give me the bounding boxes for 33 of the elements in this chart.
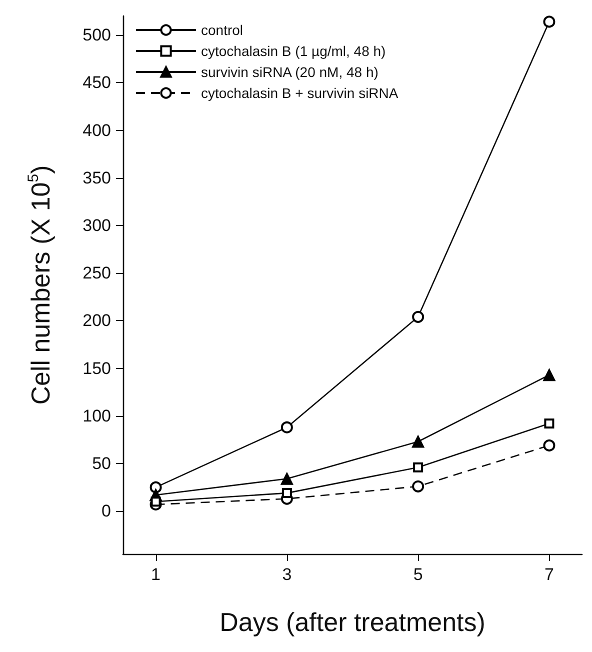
legend-label: survivin siRNA (20 nM, 48 h) <box>201 64 378 80</box>
point <box>543 439 556 452</box>
y-tick-label: 300 <box>82 216 111 235</box>
y-tick-label: 50 <box>92 454 111 474</box>
point <box>544 418 554 429</box>
point <box>543 368 556 382</box>
point <box>412 480 424 492</box>
y-tick-label: 200 <box>82 311 111 330</box>
x-tick-label: 1 <box>151 565 161 584</box>
point <box>412 310 424 323</box>
point <box>150 496 161 507</box>
point <box>543 16 556 28</box>
point <box>413 462 424 472</box>
point <box>280 421 293 434</box>
y-tick-label: 150 <box>82 358 111 378</box>
x-axis-title: Days (after treatments) <box>220 607 486 637</box>
legend-label: cytochalasin B + survivin siRNA <box>201 85 399 101</box>
point <box>280 472 294 485</box>
point <box>412 435 424 448</box>
y-tick-label: 400 <box>82 120 111 140</box>
x-tick-label: 5 <box>413 565 423 584</box>
legend-label: cytochalasin B (1 µg/ml, 48 h) <box>201 43 386 59</box>
y-tick-label: 250 <box>82 264 111 283</box>
y-tick-label: 350 <box>82 168 111 188</box>
y-tick-label: 500 <box>82 26 111 45</box>
legend-label: control <box>201 22 244 38</box>
x-tick-label: 3 <box>282 565 292 584</box>
y-tick-label: 0 <box>102 502 111 521</box>
y-tick-label: 100 <box>82 406 111 426</box>
x-tick-label: 7 <box>544 565 554 584</box>
y-axis-title: Cell numbers (X 105) <box>25 165 56 405</box>
y-tick-label: 450 <box>82 73 111 92</box>
point <box>282 488 292 498</box>
